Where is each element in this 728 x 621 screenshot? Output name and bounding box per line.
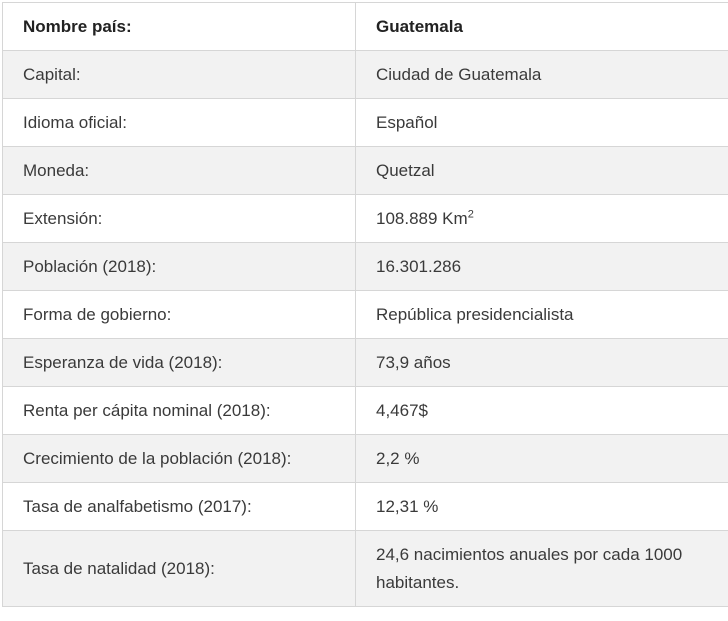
table-row-capital: Capital: Ciudad de Guatemala xyxy=(3,51,728,99)
row-value: República presidencialista xyxy=(356,291,728,339)
table-row-gobierno: Forma de gobierno: República presidencia… xyxy=(3,291,728,339)
row-label: Tasa de natalidad (2018): xyxy=(3,531,356,607)
row-value: 4,467$ xyxy=(356,387,728,435)
row-value: Ciudad de Guatemala xyxy=(356,51,728,99)
table-row-poblacion: Población (2018): 16.301.286 xyxy=(3,243,728,291)
row-value: Español xyxy=(356,99,728,147)
table-header-row: Nombre país: Guatemala xyxy=(3,3,728,51)
country-info-table: Nombre país: Guatemala Capital: Ciudad d… xyxy=(2,2,728,607)
row-label: Moneda: xyxy=(3,147,356,195)
row-value: 24,6 nacimientos anuales por cada 1000 h… xyxy=(356,531,728,607)
table-row-analfabetismo: Tasa de analfabetismo (2017): 12,31 % xyxy=(3,483,728,531)
row-value-text: 108.889 Km xyxy=(376,209,468,228)
row-label: Forma de gobierno: xyxy=(3,291,356,339)
row-value-superscript: 2 xyxy=(468,208,474,220)
row-label: Capital: xyxy=(3,51,356,99)
row-label: Esperanza de vida (2018): xyxy=(3,339,356,387)
row-value: 2,2 % xyxy=(356,435,728,483)
row-label: Extensión: xyxy=(3,195,356,243)
table-row-moneda: Moneda: Quetzal xyxy=(3,147,728,195)
table-row-extension: Extensión: 108.889 Km2 xyxy=(3,195,728,243)
table-row-renta: Renta per cápita nominal (2018): 4,467$ xyxy=(3,387,728,435)
row-label: Crecimiento de la población (2018): xyxy=(3,435,356,483)
row-value: 12,31 % xyxy=(356,483,728,531)
row-label: Renta per cápita nominal (2018): xyxy=(3,387,356,435)
row-label: Población (2018): xyxy=(3,243,356,291)
row-value: 16.301.286 xyxy=(356,243,728,291)
table-row-idioma: Idioma oficial: Español xyxy=(3,99,728,147)
table-row-esperanza: Esperanza de vida (2018): 73,9 años xyxy=(3,339,728,387)
row-label: Idioma oficial: xyxy=(3,99,356,147)
row-value: 73,9 años xyxy=(356,339,728,387)
row-value: 108.889 Km2 xyxy=(356,195,728,243)
header-label-cell: Nombre país: xyxy=(3,3,356,51)
row-label: Tasa de analfabetismo (2017): xyxy=(3,483,356,531)
table-row-crecimiento: Crecimiento de la población (2018): 2,2 … xyxy=(3,435,728,483)
table-row-natalidad: Tasa de natalidad (2018): 24,6 nacimient… xyxy=(3,531,728,607)
country-info-container: Nombre país: Guatemala Capital: Ciudad d… xyxy=(2,2,728,607)
header-value-cell: Guatemala xyxy=(356,3,728,51)
row-value: Quetzal xyxy=(356,147,728,195)
